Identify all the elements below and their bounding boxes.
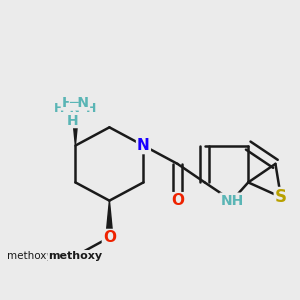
- Text: methoxy: methoxy: [30, 251, 73, 261]
- Text: H: H: [61, 96, 73, 110]
- Text: methoxy: methoxy: [7, 251, 52, 261]
- Text: O: O: [103, 230, 116, 245]
- Polygon shape: [106, 201, 113, 237]
- Text: NH: NH: [220, 194, 244, 208]
- Text: methoxy: methoxy: [48, 251, 102, 261]
- Polygon shape: [72, 109, 79, 146]
- Text: H–N–H: H–N–H: [54, 102, 97, 115]
- Text: N: N: [137, 138, 150, 153]
- Text: ─N: ─N: [70, 96, 89, 110]
- Text: O: O: [171, 193, 184, 208]
- Text: H: H: [67, 114, 79, 128]
- Text: S: S: [275, 188, 287, 206]
- Text: methoxy: methoxy: [48, 251, 102, 261]
